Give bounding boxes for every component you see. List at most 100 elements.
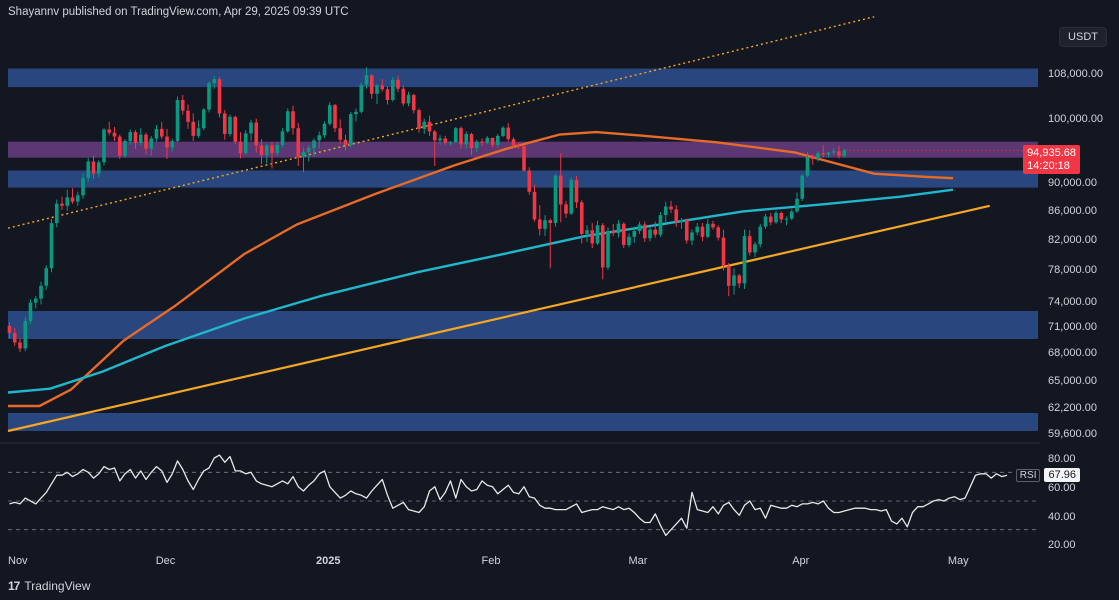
last-price-value: 94,935.68 [1027,147,1076,159]
candle-body [201,109,206,129]
rsi-tick-label: 60.00 [1048,482,1076,494]
candle-body [186,110,190,122]
candle [506,123,511,142]
candle-body [275,144,280,154]
candle [789,209,794,221]
candle [495,134,500,148]
support-trendline [7,204,990,433]
candle [196,120,201,138]
candle-body [548,220,553,224]
candle-body [159,128,164,137]
candle-body [322,123,327,136]
candle [564,200,568,218]
candle-body [107,129,112,133]
candle [679,217,684,229]
candle [75,191,80,206]
candle-body [779,212,784,220]
price-tick-label: 62,200.00 [1048,402,1097,414]
candle [558,153,563,223]
candle [180,94,185,115]
candle-body [390,79,395,100]
candle [411,93,416,114]
candle [191,113,196,142]
candle-body [291,111,295,129]
candle-body [207,83,211,110]
candle-body [506,127,511,140]
candle [70,188,75,204]
candle [133,130,138,149]
time-tick-label: Feb [482,555,501,567]
candle-body [669,206,673,210]
candle-body [590,230,595,244]
candle [737,273,742,289]
candle-body [480,141,484,143]
candle [516,142,521,149]
candle-body [123,141,127,156]
candle-body [527,170,532,192]
candle [721,229,726,271]
candle [144,132,148,155]
candle-body [648,229,652,239]
candle [333,103,337,133]
candle [705,219,710,239]
candle [532,184,537,222]
candle-body [396,79,400,89]
candle-body [831,151,836,153]
currency-selector[interactable]: USDT [1059,27,1107,47]
candle-body [837,151,841,156]
candle-body [317,135,322,141]
time-tick-label: 2025 [316,555,340,567]
candle-body [842,150,847,156]
candle-body [411,94,416,111]
candle [165,128,169,159]
candle-body [75,195,80,202]
candle-body [401,88,406,104]
last-price-flag: 94,935.68 14:20:18 [1023,145,1080,175]
candle-body [711,223,715,228]
candle [537,205,542,236]
candle-body [459,128,463,145]
price-zone-3-blue [8,170,1038,188]
price-tick-label: 74,000.00 [1048,296,1097,308]
candle [291,105,295,135]
candle-body [86,161,91,179]
candle [369,74,374,99]
candle [81,173,85,199]
candle-body [432,131,437,141]
tradingview-footer[interactable]: 17 TradingView [8,579,90,593]
candle [91,155,96,179]
candle-body [810,157,815,159]
candle [438,135,442,145]
candle-body [128,132,133,142]
candle-body [611,231,616,234]
candle [768,212,773,226]
candle-body [516,145,521,147]
candle-body [96,162,101,174]
candle [65,189,70,211]
candle-body [280,131,285,145]
price-tick-label: 86,000.00 [1048,205,1097,217]
candle [280,128,285,148]
candle [511,137,516,149]
candle-body [732,275,736,286]
candle-body [65,197,70,206]
candle-body [243,133,248,154]
candle-body [327,105,332,124]
candle [306,145,311,162]
candle-body [532,191,537,220]
candle [406,91,411,107]
candle [354,108,358,122]
rsi-tick-label: 20.00 [1048,539,1076,551]
candle [259,139,264,165]
candle-body [789,211,794,219]
candle-body [333,105,337,129]
candle [186,104,190,129]
candle [396,75,400,93]
candle-body [821,153,826,155]
candle [401,85,406,107]
candle-body [33,298,38,303]
candle [469,132,474,156]
candle [207,81,211,113]
candle [464,131,469,149]
